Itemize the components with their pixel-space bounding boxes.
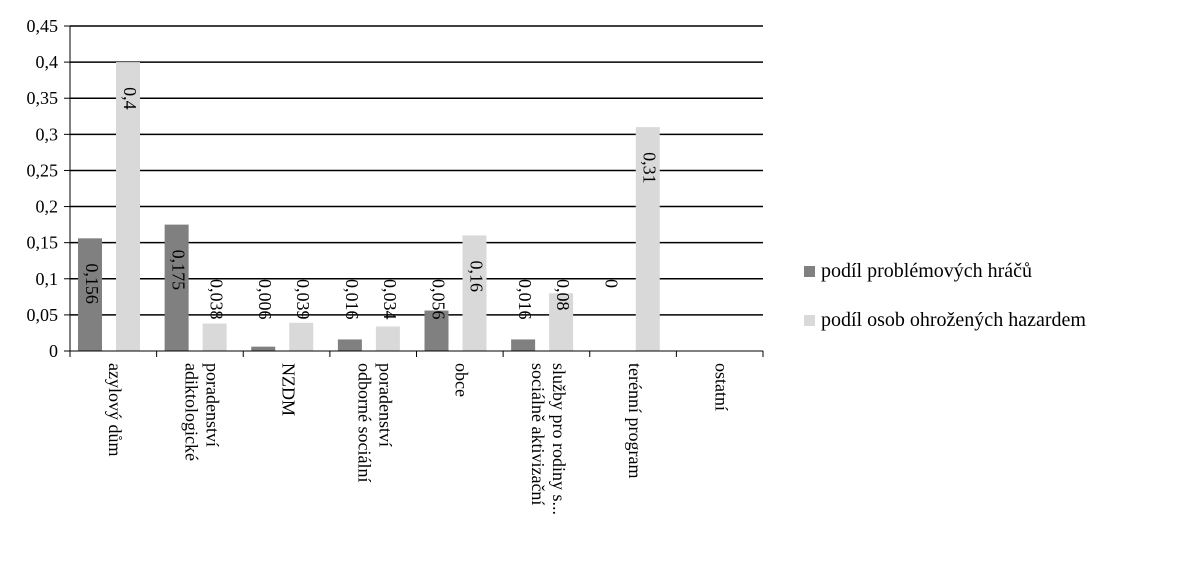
data-label: 0,056 bbox=[428, 279, 448, 320]
x-category-label: ostatní bbox=[712, 363, 732, 411]
bar bbox=[289, 322, 314, 351]
x-axis-categories: azylový dům adiktologické poradenství NZDM o… bbox=[105, 363, 731, 515]
y-tick-label: 0,1 bbox=[36, 269, 59, 289]
bars bbox=[78, 62, 660, 351]
x-category-label: služby pro rodiny s... bbox=[549, 363, 569, 515]
data-label: 0,039 bbox=[293, 279, 313, 320]
y-tick-label: 0,2 bbox=[36, 197, 59, 217]
bar bbox=[116, 62, 140, 351]
legend-label: podíl osob ohrožených hazardem bbox=[821, 309, 1086, 331]
data-label: 0 bbox=[602, 279, 622, 288]
y-tick-label: 0,3 bbox=[36, 124, 59, 144]
x-category-label: obce bbox=[452, 363, 472, 397]
bar bbox=[424, 310, 449, 351]
bar bbox=[251, 346, 276, 351]
y-tick-label: 0,35 bbox=[27, 88, 59, 108]
data-label: 0,156 bbox=[82, 263, 102, 304]
bar bbox=[202, 323, 227, 351]
x-category-label: adiktologické bbox=[181, 363, 201, 461]
data-label: 0,175 bbox=[169, 250, 189, 291]
bar bbox=[337, 339, 362, 351]
legend-swatch bbox=[804, 315, 815, 326]
bar bbox=[78, 238, 102, 351]
data-label: 0,08 bbox=[553, 279, 573, 311]
data-label: 0,016 bbox=[515, 279, 535, 320]
y-tick-label: 0,25 bbox=[27, 160, 59, 180]
data-label: 0,31 bbox=[640, 152, 660, 184]
data-label: 0,006 bbox=[255, 279, 275, 320]
x-category-label: poradenství bbox=[376, 363, 396, 447]
data-label: 0,016 bbox=[342, 279, 362, 320]
bar bbox=[635, 127, 660, 351]
bar bbox=[164, 224, 189, 351]
data-label: 0,4 bbox=[120, 87, 140, 110]
y-tick-label: 0,45 bbox=[27, 16, 59, 36]
legend: podíl problémových hráčů podíl osob ohrož… bbox=[804, 260, 1086, 331]
x-category-label: poradenství bbox=[202, 363, 222, 447]
y-tick-label: 0,05 bbox=[27, 305, 59, 325]
legend-swatch bbox=[804, 266, 815, 277]
y-tick-label: 0,4 bbox=[36, 52, 59, 72]
x-category-label: sociálně aktivizační bbox=[528, 363, 548, 505]
y-tick-label: 0 bbox=[49, 341, 58, 361]
x-category-label: NZDM bbox=[278, 363, 298, 416]
y-axis-ticks: 0 0,05 0,1 0,15 0,2 0,25 0,3 0,35 0,4 0,45 bbox=[27, 16, 70, 361]
data-labels: 0,156 0,175 0,006 0,016 0,056 0,016 0 0,4 0,038 0… bbox=[82, 87, 660, 319]
data-label: 0,16 bbox=[466, 260, 486, 292]
bar bbox=[462, 235, 487, 351]
bar bbox=[511, 339, 536, 351]
x-category-label: terénní program bbox=[625, 363, 645, 478]
legend-label: podíl problémových hráčů bbox=[821, 260, 1032, 282]
x-category-label: odborné sociální bbox=[355, 363, 375, 482]
bar bbox=[549, 293, 574, 351]
axes bbox=[69, 26, 764, 357]
data-label: 0,034 bbox=[380, 279, 400, 320]
y-tick-label: 0,15 bbox=[27, 233, 59, 253]
data-label: 0,038 bbox=[207, 279, 227, 320]
x-category-label: azylový dům bbox=[105, 363, 125, 456]
bar bbox=[375, 326, 400, 351]
